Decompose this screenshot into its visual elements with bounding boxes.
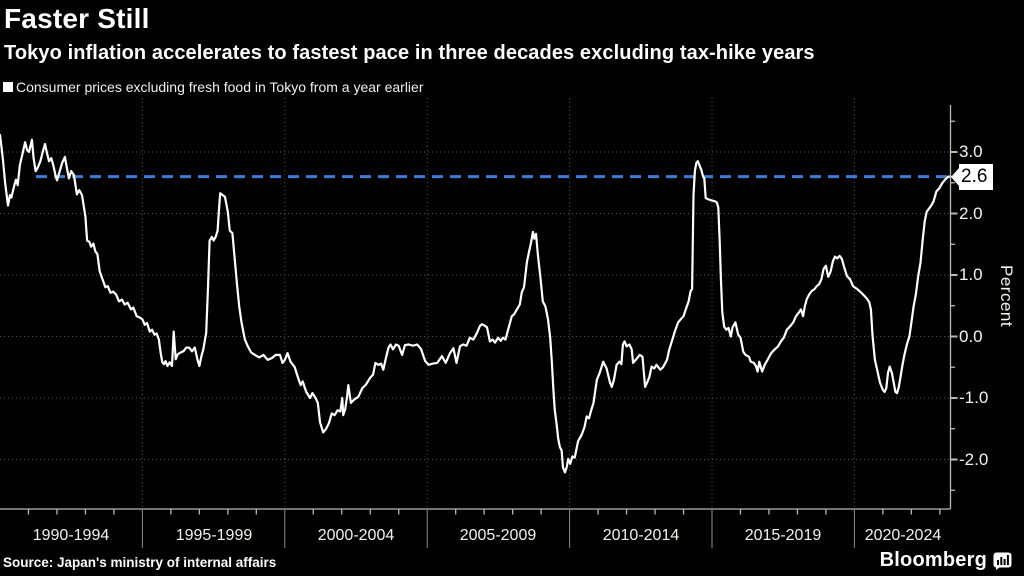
y-tick-label: -1.0: [959, 388, 989, 407]
x-period-label: 2015-2019: [744, 527, 822, 544]
legend: Consumer prices excluding fresh food in …: [3, 79, 423, 95]
bloomberg-bars-bubble-icon: [993, 552, 1012, 570]
y-tick-label: 2.0: [959, 203, 983, 223]
latest-value-label: 2.6: [959, 164, 994, 190]
x-period-label: 2000-2004: [317, 527, 395, 544]
chart-subtitle: Tokyo inflation accelerates to fastest p…: [4, 41, 815, 64]
y-axis-title: Percent: [997, 265, 1016, 328]
latest-value-marker: 2.6: [951, 164, 994, 190]
source-note: Source: Japan's ministry of internal aff…: [3, 555, 277, 570]
x-period-label: 1995-1999: [175, 527, 253, 544]
page-title: Faster Still: [4, 3, 150, 34]
x-period-label: 2010-2014: [602, 527, 680, 544]
y-tick-label: 0.0: [959, 326, 983, 346]
legend-label: Consumer prices excluding fresh food in …: [16, 79, 424, 95]
x-period-label: 2005-2009: [459, 527, 537, 544]
bloomberg-wordmark: Bloomberg: [879, 549, 987, 571]
y-tick-label: 1.0: [959, 265, 983, 284]
x-period-label: 2020-2024: [864, 527, 942, 544]
chart-header: Faster Still Tokyo inflation accelerates…: [4, 3, 1020, 65]
cpi-line: [0, 133, 952, 474]
y-tick-label: 3.0: [959, 142, 983, 161]
y-tick-label: -2.0: [959, 449, 989, 469]
bloomberg-logo: Bloomberg: [880, 549, 1012, 572]
x-period-label: 1990-1994: [32, 527, 110, 544]
legend-swatch-icon: [3, 82, 13, 92]
marker-arrow-icon: [951, 168, 959, 186]
